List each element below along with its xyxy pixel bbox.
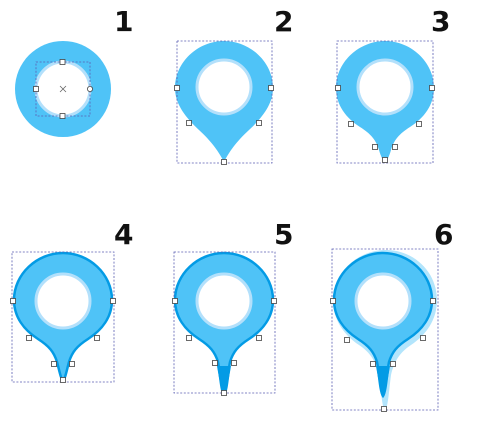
node-handle[interactable] bbox=[370, 361, 376, 367]
step-2: 2 bbox=[174, 5, 293, 165]
map-pin-icon bbox=[12, 251, 114, 382]
selection-box[interactable] bbox=[11, 251, 115, 383]
node-handle[interactable] bbox=[348, 121, 354, 127]
step-6: 6 bbox=[330, 218, 453, 412]
node-handle[interactable] bbox=[174, 85, 180, 91]
step-1: 1 bbox=[15, 5, 133, 137]
map-pin-icon bbox=[175, 41, 273, 162]
node-handle[interactable] bbox=[221, 159, 227, 165]
step-label-4: 4 bbox=[114, 218, 133, 251]
node-handle[interactable] bbox=[212, 360, 218, 366]
node-handle[interactable] bbox=[335, 85, 341, 91]
node-handle[interactable] bbox=[416, 121, 422, 127]
selection-box[interactable] bbox=[336, 40, 434, 164]
step-label-2: 2 bbox=[274, 5, 293, 38]
step-label-1: 1 bbox=[114, 5, 133, 38]
step-label-6: 6 bbox=[434, 218, 453, 251]
map-pin-icon bbox=[336, 41, 434, 161]
step-3: 3 bbox=[335, 5, 450, 164]
center-cross-icon bbox=[59, 85, 67, 93]
node-handle[interactable] bbox=[429, 85, 435, 91]
node-handle[interactable] bbox=[420, 335, 426, 341]
node-handle[interactable] bbox=[344, 337, 350, 343]
node-handle[interactable] bbox=[51, 361, 57, 367]
node-handle[interactable] bbox=[69, 361, 75, 367]
map-pin-icon bbox=[332, 250, 437, 411]
map-pin-icon bbox=[173, 251, 275, 396]
step-5: 5 bbox=[172, 218, 293, 396]
step-4: 4 bbox=[10, 218, 133, 383]
node-handle[interactable] bbox=[60, 377, 66, 383]
node-handle[interactable] bbox=[186, 335, 192, 341]
node-handle[interactable] bbox=[382, 157, 388, 163]
node-handle[interactable] bbox=[372, 144, 378, 150]
node-handle[interactable] bbox=[231, 360, 237, 366]
node-handle[interactable] bbox=[381, 406, 387, 412]
step-label-5: 5 bbox=[274, 218, 293, 251]
node-handle[interactable] bbox=[59, 113, 66, 119]
step-label-3: 3 bbox=[431, 5, 450, 38]
node-handle[interactable] bbox=[59, 59, 66, 65]
node-handle[interactable] bbox=[172, 298, 178, 304]
node-handle[interactable] bbox=[390, 361, 396, 367]
node-handle[interactable] bbox=[256, 335, 262, 341]
node-handle[interactable] bbox=[110, 298, 116, 304]
node-handle[interactable] bbox=[268, 85, 274, 91]
node-handle[interactable] bbox=[430, 298, 436, 304]
node-handle[interactable] bbox=[87, 86, 94, 93]
node-handle[interactable] bbox=[186, 120, 192, 126]
node-handle[interactable] bbox=[221, 390, 227, 396]
node-handle[interactable] bbox=[94, 335, 100, 341]
node-handle[interactable] bbox=[330, 298, 336, 304]
node-handle[interactable] bbox=[26, 335, 32, 341]
node-handle[interactable] bbox=[392, 144, 398, 150]
node-handle[interactable] bbox=[256, 120, 262, 126]
node-handle[interactable] bbox=[33, 86, 39, 92]
node-handle[interactable] bbox=[271, 298, 277, 304]
node-handle[interactable] bbox=[10, 298, 16, 304]
